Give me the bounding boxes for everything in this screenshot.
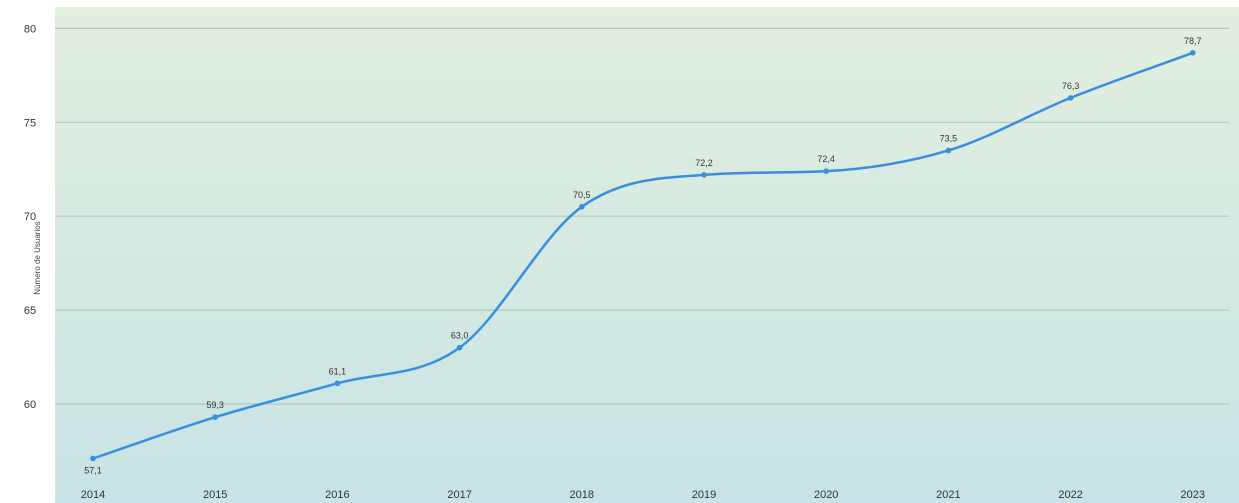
y-axis-ticks: 60 65 70 75 80: [24, 23, 36, 411]
data-label-2019: 72,2: [695, 158, 713, 168]
data-label-2021: 73,5: [940, 133, 958, 143]
y-tick-label-80: 80: [24, 23, 36, 35]
y-tick-label-70: 70: [24, 211, 36, 223]
data-point-2018: [579, 204, 585, 210]
data-labels: 57,1 59,3 61,1 63,0 70,5 72,2 72,4 73,5 76,3 78,7: [84, 36, 1201, 476]
x-tick-label-2016: 2016: [325, 489, 349, 501]
x-axis-ticks: 2014 2015 2016 2017 2018 2019 2020 2021 2022 2023: [81, 489, 1205, 501]
plot-background: [55, 7, 1239, 503]
x-tick-label-2014: 2014: [81, 489, 105, 501]
data-label-2016: 61,1: [329, 366, 347, 376]
data-point-2022: [1067, 95, 1074, 101]
x-tick-label-2015: 2015: [203, 489, 227, 501]
data-point-2020: [823, 168, 829, 174]
data-label-2018: 70,5: [573, 190, 591, 200]
data-point-2021: [945, 147, 952, 154]
x-tick-label-2021: 2021: [936, 489, 960, 501]
y-tick-label-75: 75: [24, 117, 36, 129]
data-label-2015: 59,3: [206, 400, 224, 410]
data-point-2019: [701, 172, 707, 178]
gridlines: [55, 27, 1229, 405]
data-label-2020: 72,4: [817, 154, 835, 164]
data-point-2016: [334, 380, 341, 387]
data-label-2017: 63,0: [451, 331, 469, 341]
data-point-2017: [456, 344, 463, 351]
x-tick-label-2020: 2020: [814, 489, 838, 501]
data-point-2023: [1190, 50, 1196, 56]
y-tick-label-60: 60: [24, 399, 36, 411]
data-point-2015: [212, 414, 218, 420]
data-label-2014: 57,1: [84, 465, 102, 475]
y-tick-label-65: 65: [24, 305, 36, 317]
y-axis-title: Número de Usuarios: [33, 221, 42, 294]
x-tick-label-2023: 2023: [1181, 489, 1205, 501]
x-tick-label-2022: 2022: [1058, 489, 1082, 501]
x-tick-label-2019: 2019: [692, 489, 716, 501]
data-label-2022: 76,3: [1062, 81, 1080, 91]
data-point-2014: [90, 455, 96, 462]
x-tick-label-2018: 2018: [570, 489, 594, 501]
data-label-2023: 78,7: [1184, 36, 1202, 46]
x-tick-label-2017: 2017: [447, 489, 471, 501]
series-layer: [90, 50, 1196, 462]
series-line: [91, 51, 1195, 460]
